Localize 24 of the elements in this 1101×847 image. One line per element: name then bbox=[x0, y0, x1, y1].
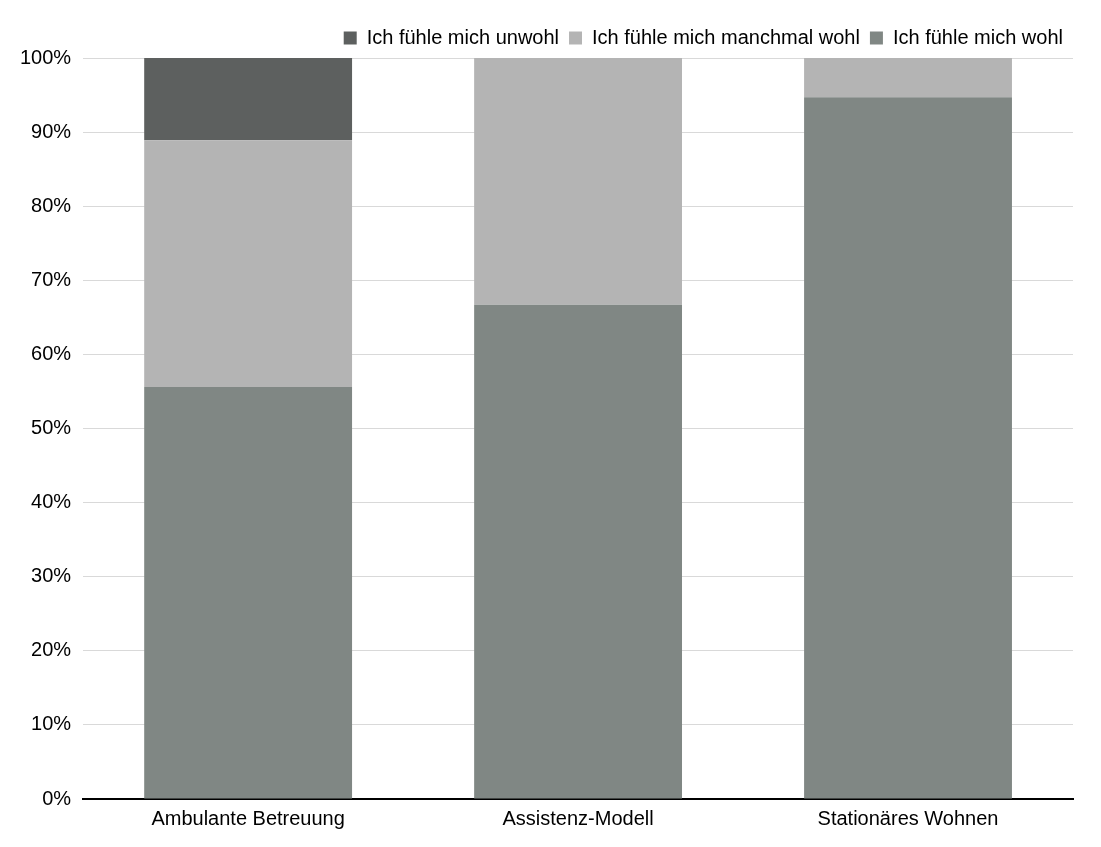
x-tick-label: Ambulante Betreuung bbox=[151, 806, 345, 829]
y-tick-label: 90% bbox=[31, 119, 72, 142]
y-tick-label: 70% bbox=[31, 267, 72, 290]
x-tick-label: Stationäres Wohnen bbox=[817, 806, 999, 829]
y-tick-label: 50% bbox=[31, 416, 72, 439]
bar bbox=[474, 58, 683, 305]
bar bbox=[144, 58, 353, 141]
bar bbox=[804, 58, 1012, 98]
y-tick-label: 10% bbox=[31, 712, 72, 735]
y-tick-label: 20% bbox=[31, 638, 72, 661]
bar bbox=[144, 140, 353, 387]
x-tick-label: Assistenz-Modell bbox=[502, 806, 654, 829]
legend-label: Ich fühle mich unwohl bbox=[366, 25, 560, 48]
y-tick-label: 60% bbox=[31, 341, 72, 364]
y-tick-label: 30% bbox=[31, 564, 72, 587]
bar bbox=[474, 304, 683, 799]
legend-label: Ich fühle mich wohl bbox=[892, 25, 1063, 48]
legend-label: Ich fühle mich manchmal wohl bbox=[592, 25, 860, 48]
y-tick-label: 0% bbox=[42, 786, 72, 809]
y-tick-label: 40% bbox=[31, 490, 72, 513]
bar bbox=[804, 97, 1012, 799]
y-tick-label: 80% bbox=[31, 193, 72, 216]
y-tick-label: 100% bbox=[20, 45, 72, 68]
bar bbox=[144, 387, 353, 799]
